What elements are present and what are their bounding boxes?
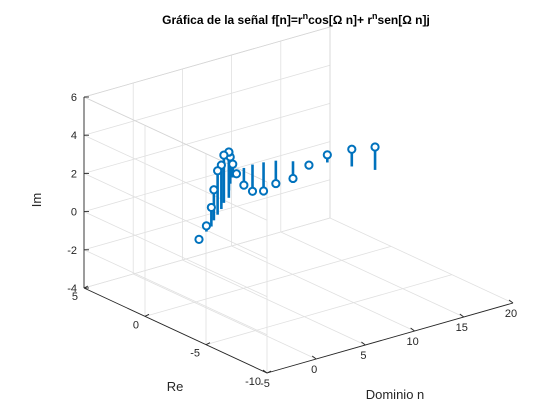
stem-marker [201,221,211,231]
y-tick-mark [144,313,150,317]
y-tick-label: -10 [245,376,261,388]
x-tick-mark [410,327,415,332]
back-wall-grid-z [83,64,331,136]
stem-marker [288,173,298,184]
stem-marker [239,180,249,190]
grid-layer [83,26,514,374]
floor-grid-x [133,273,317,360]
back-wall-grid-z [83,217,331,289]
y-axis-line [83,287,268,374]
z-tick-label: 4 [71,130,77,142]
marker-layer [194,142,380,244]
stem-marker [271,178,281,189]
stem-marker [213,166,223,176]
z-tick-label: -4 [67,283,77,295]
left-wall-grid-z [83,211,268,297]
x-axis-line [266,302,514,374]
left-wall-grid-z [83,134,268,221]
stem-marker [206,202,216,213]
stem-marker [322,150,332,160]
y-tick-label: 5 [72,291,78,303]
floor-grid-x [329,217,514,304]
floor-grid-x [182,259,366,346]
z-axis-label: Im [29,193,44,207]
back-wall-grid-z [83,141,331,212]
x-tick-label: -5 [260,378,270,390]
x-tick-mark [361,341,366,346]
x-axis-label: Dominio n [366,387,425,402]
floor-grid-x [231,245,415,332]
stem-marker [209,185,219,195]
x-tick-mark [262,369,268,374]
floor-grid-y [205,274,453,346]
chart-title: Gráfica de la señal f[n]=rncos[Ω n]+ rns… [162,11,430,27]
left-wall-grid-z [83,173,268,259]
stem-marker [347,144,357,154]
x-tick-label: 10 [406,336,418,348]
stem-marker [194,234,204,244]
title-middle: cos[Ω n]+ r [308,13,372,27]
stem-marker [219,150,229,160]
z-tick-label: 6 [71,92,77,104]
floor-grid-y [144,245,392,317]
back-wall-grid-z [83,179,331,251]
stem-layer [197,146,377,240]
floor-grid-x [280,231,464,318]
z-tick-label: 0 [71,207,77,219]
x-tick-label: 0 [311,364,317,376]
y-tick-mark [266,370,272,374]
title-suffix: sen[Ω n]j [378,13,430,27]
back-wall-grid-z [83,103,331,174]
x-tick-mark [459,313,465,318]
y-tick-label: -5 [190,348,200,360]
axis-layer [83,96,514,374]
x-tick-label: 15 [456,322,468,334]
x-tick-label: 20 [505,308,517,320]
box-edge [83,26,331,98]
stem-marker [370,142,380,152]
stem-marker [258,186,269,196]
y-tick-label: 0 [133,319,139,331]
y-axis-label: Re [167,379,184,394]
title-sup2: n [372,11,378,21]
stem-marker [231,169,242,179]
stem-marker [247,186,258,196]
stem-marker [304,160,314,170]
stem-marker [228,159,238,169]
x-tick-label: 5 [360,350,366,362]
left-wall-grid-z [83,249,268,336]
box-edge [83,96,268,183]
title-sup1: n [303,11,309,21]
z-tick-label: 2 [71,168,77,180]
title-prefix: Gráfica de la señal f[n]=r [162,13,303,27]
z-tick-label: -2 [67,245,77,257]
x-tick-mark [508,299,514,304]
y-tick-mark [205,342,211,346]
x-tick-mark [311,355,317,360]
